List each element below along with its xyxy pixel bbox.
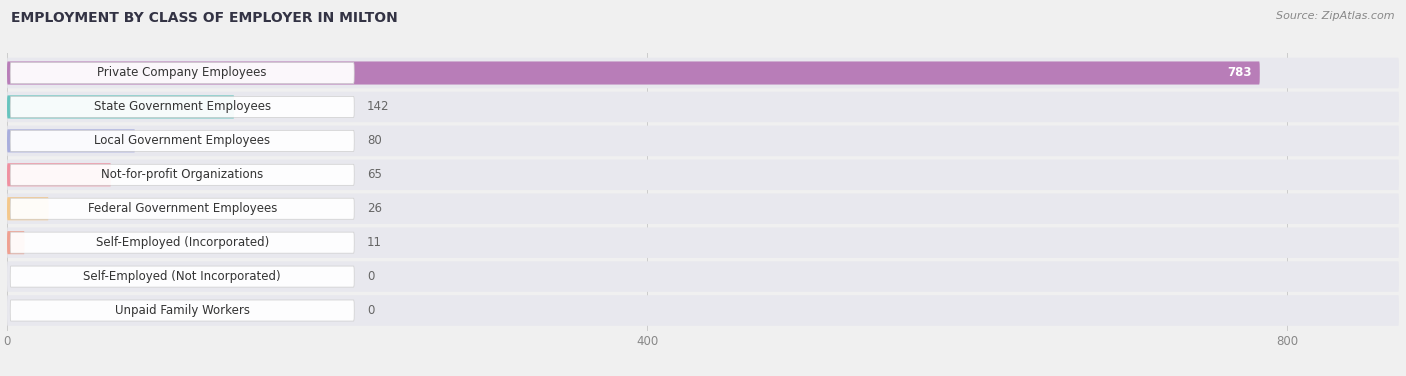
FancyBboxPatch shape: [7, 96, 235, 118]
Text: Local Government Employees: Local Government Employees: [94, 134, 270, 147]
FancyBboxPatch shape: [7, 126, 1399, 156]
Text: Federal Government Employees: Federal Government Employees: [87, 202, 277, 215]
Text: 80: 80: [367, 134, 382, 147]
FancyBboxPatch shape: [10, 96, 354, 117]
FancyBboxPatch shape: [7, 295, 1399, 326]
Text: State Government Employees: State Government Employees: [94, 100, 271, 114]
FancyBboxPatch shape: [10, 266, 354, 287]
FancyBboxPatch shape: [7, 159, 1399, 190]
FancyBboxPatch shape: [7, 61, 1260, 85]
FancyBboxPatch shape: [10, 130, 354, 152]
FancyBboxPatch shape: [10, 62, 354, 83]
Text: 783: 783: [1227, 67, 1251, 79]
Text: Self-Employed (Not Incorporated): Self-Employed (Not Incorporated): [83, 270, 281, 283]
Text: EMPLOYMENT BY CLASS OF EMPLOYER IN MILTON: EMPLOYMENT BY CLASS OF EMPLOYER IN MILTO…: [11, 11, 398, 25]
FancyBboxPatch shape: [7, 163, 111, 186]
Text: Unpaid Family Workers: Unpaid Family Workers: [115, 304, 250, 317]
Text: 26: 26: [367, 202, 382, 215]
Text: 0: 0: [367, 304, 374, 317]
Text: 142: 142: [367, 100, 389, 114]
Text: Self-Employed (Incorporated): Self-Employed (Incorporated): [96, 236, 269, 249]
FancyBboxPatch shape: [10, 232, 354, 253]
Text: Private Company Employees: Private Company Employees: [97, 67, 267, 79]
Text: 11: 11: [367, 236, 382, 249]
Text: 0: 0: [367, 270, 374, 283]
FancyBboxPatch shape: [7, 261, 1399, 292]
Text: Source: ZipAtlas.com: Source: ZipAtlas.com: [1277, 11, 1395, 21]
FancyBboxPatch shape: [10, 164, 354, 185]
FancyBboxPatch shape: [7, 58, 1399, 88]
FancyBboxPatch shape: [10, 198, 354, 219]
Text: 65: 65: [367, 168, 382, 181]
FancyBboxPatch shape: [7, 92, 1399, 122]
Text: Not-for-profit Organizations: Not-for-profit Organizations: [101, 168, 263, 181]
FancyBboxPatch shape: [7, 129, 135, 152]
FancyBboxPatch shape: [7, 197, 49, 220]
FancyBboxPatch shape: [10, 300, 354, 321]
FancyBboxPatch shape: [7, 227, 1399, 258]
FancyBboxPatch shape: [7, 194, 1399, 224]
FancyBboxPatch shape: [7, 231, 25, 254]
